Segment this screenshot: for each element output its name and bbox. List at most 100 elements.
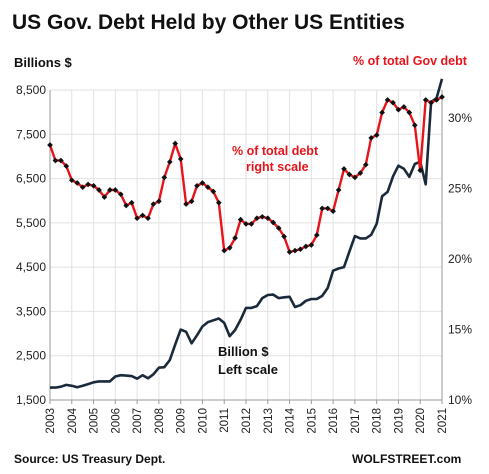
left-tick-label: 1,500	[16, 393, 46, 407]
left-tick-label: 5,500	[16, 216, 46, 230]
source-note: Source: US Treasury Dept.	[14, 452, 165, 466]
percent-point	[128, 199, 135, 206]
percent-point	[330, 208, 336, 215]
percent-point	[177, 156, 184, 162]
percent-point	[79, 184, 86, 191]
percent-point	[232, 235, 238, 241]
percent-point	[117, 191, 124, 198]
percent-annotation-line1: % of total debt	[232, 144, 319, 158]
percent-point	[390, 99, 396, 106]
percent-point	[406, 109, 413, 116]
percent-point	[292, 247, 298, 254]
x-tick-label: 2016	[328, 408, 340, 434]
percent-point	[335, 187, 342, 193]
percent-point	[379, 109, 385, 116]
percent-point	[188, 198, 195, 205]
percent-point	[395, 106, 402, 113]
billions-series-line	[50, 78, 444, 389]
percent-point	[215, 199, 222, 206]
x-tick-label: 2004	[67, 407, 79, 433]
percent-point	[428, 99, 434, 106]
percent-point	[199, 180, 206, 186]
percent-point	[74, 180, 81, 186]
percent-point	[439, 94, 445, 100]
x-tick-label: 2010	[197, 408, 209, 434]
billion-annotation-line2: Left scale	[218, 362, 278, 377]
percent-point	[362, 161, 369, 168]
percent-point	[313, 232, 320, 238]
percent-point	[373, 132, 380, 138]
percent-annotation-line2: right scale	[246, 160, 309, 174]
percent-point	[270, 219, 277, 226]
x-tick-label: 2021	[437, 408, 449, 434]
left-tick-label: 6,500	[16, 172, 46, 186]
right-tick-label: 20%	[448, 252, 472, 266]
left-axis-units: Billions $	[14, 55, 73, 70]
percent-point	[156, 198, 162, 205]
left-tick-label: 4,500	[16, 260, 46, 274]
left-tick-label: 8,500	[16, 83, 46, 97]
percent-point	[183, 201, 189, 207]
x-tick-label: 2005	[89, 408, 101, 434]
percent-point	[123, 202, 130, 209]
left-tick-label: 2,500	[16, 349, 46, 363]
percent-point	[145, 215, 151, 222]
percent-point	[96, 187, 102, 193]
percent-point	[368, 135, 375, 141]
percent-point	[352, 174, 358, 181]
percent-point	[401, 104, 407, 110]
percent-point	[205, 184, 211, 191]
percent-point	[221, 247, 228, 254]
percent-point	[303, 243, 309, 250]
x-tick-label: 2006	[110, 408, 122, 434]
x-tick-label: 2020	[415, 408, 427, 434]
right-y-axis: 10% 15% 20% 25% 30%	[441, 90, 472, 407]
percent-point	[308, 242, 315, 248]
percent-point	[161, 174, 168, 181]
percent-point	[264, 215, 271, 222]
x-axis: 2003 2004 2005 2006 2007 2008 2009 2010 2011 2012…	[45, 399, 449, 434]
percent-point	[101, 194, 108, 200]
percent-point	[112, 187, 119, 193]
percent-point	[63, 163, 70, 169]
billion-annotation-line1: Billion $	[218, 344, 269, 359]
percent-point	[286, 249, 293, 255]
x-tick-label: 2015	[306, 408, 318, 434]
percent-point	[259, 213, 266, 220]
x-tick-label: 2011	[219, 408, 231, 433]
percent-point	[433, 97, 440, 103]
left-y-axis: 1,500 2,500 3,500 4,500 5,500 6,500 7,500 8,500	[16, 83, 51, 407]
percent-point	[281, 233, 287, 240]
gridlines	[49, 89, 443, 401]
percent-point	[248, 221, 255, 227]
x-tick-label: 2012	[241, 408, 253, 434]
percent-point	[237, 216, 244, 223]
percent-point	[107, 187, 113, 193]
chart-title: US Gov. Debt Held by Other US Entities	[12, 11, 405, 34]
percent-point	[384, 97, 391, 103]
percent-point	[319, 205, 326, 212]
x-tick-label: 2008	[154, 408, 166, 434]
x-tick-label: 2014	[285, 407, 297, 433]
percent-point	[243, 221, 249, 227]
percent-point	[254, 215, 260, 222]
brand-footer: WOLFSTREET.com	[352, 452, 461, 466]
right-tick-label: 10%	[448, 393, 472, 407]
x-tick-label: 2017	[350, 408, 362, 434]
percent-point	[194, 182, 200, 189]
percent-point	[417, 167, 424, 174]
percent-point	[150, 201, 157, 207]
x-tick-label: 2009	[176, 408, 188, 434]
percent-point	[68, 177, 75, 184]
percent-point	[346, 171, 353, 178]
percent-point	[47, 142, 53, 148]
x-tick-label: 2018	[372, 408, 384, 434]
percent-point	[139, 212, 146, 219]
percent-point	[411, 122, 418, 129]
plot-series	[47, 78, 445, 389]
percent-point	[85, 181, 91, 188]
x-tick-label: 2013	[263, 408, 275, 434]
x-tick-label: 2019	[393, 408, 405, 434]
percent-point	[341, 166, 347, 172]
